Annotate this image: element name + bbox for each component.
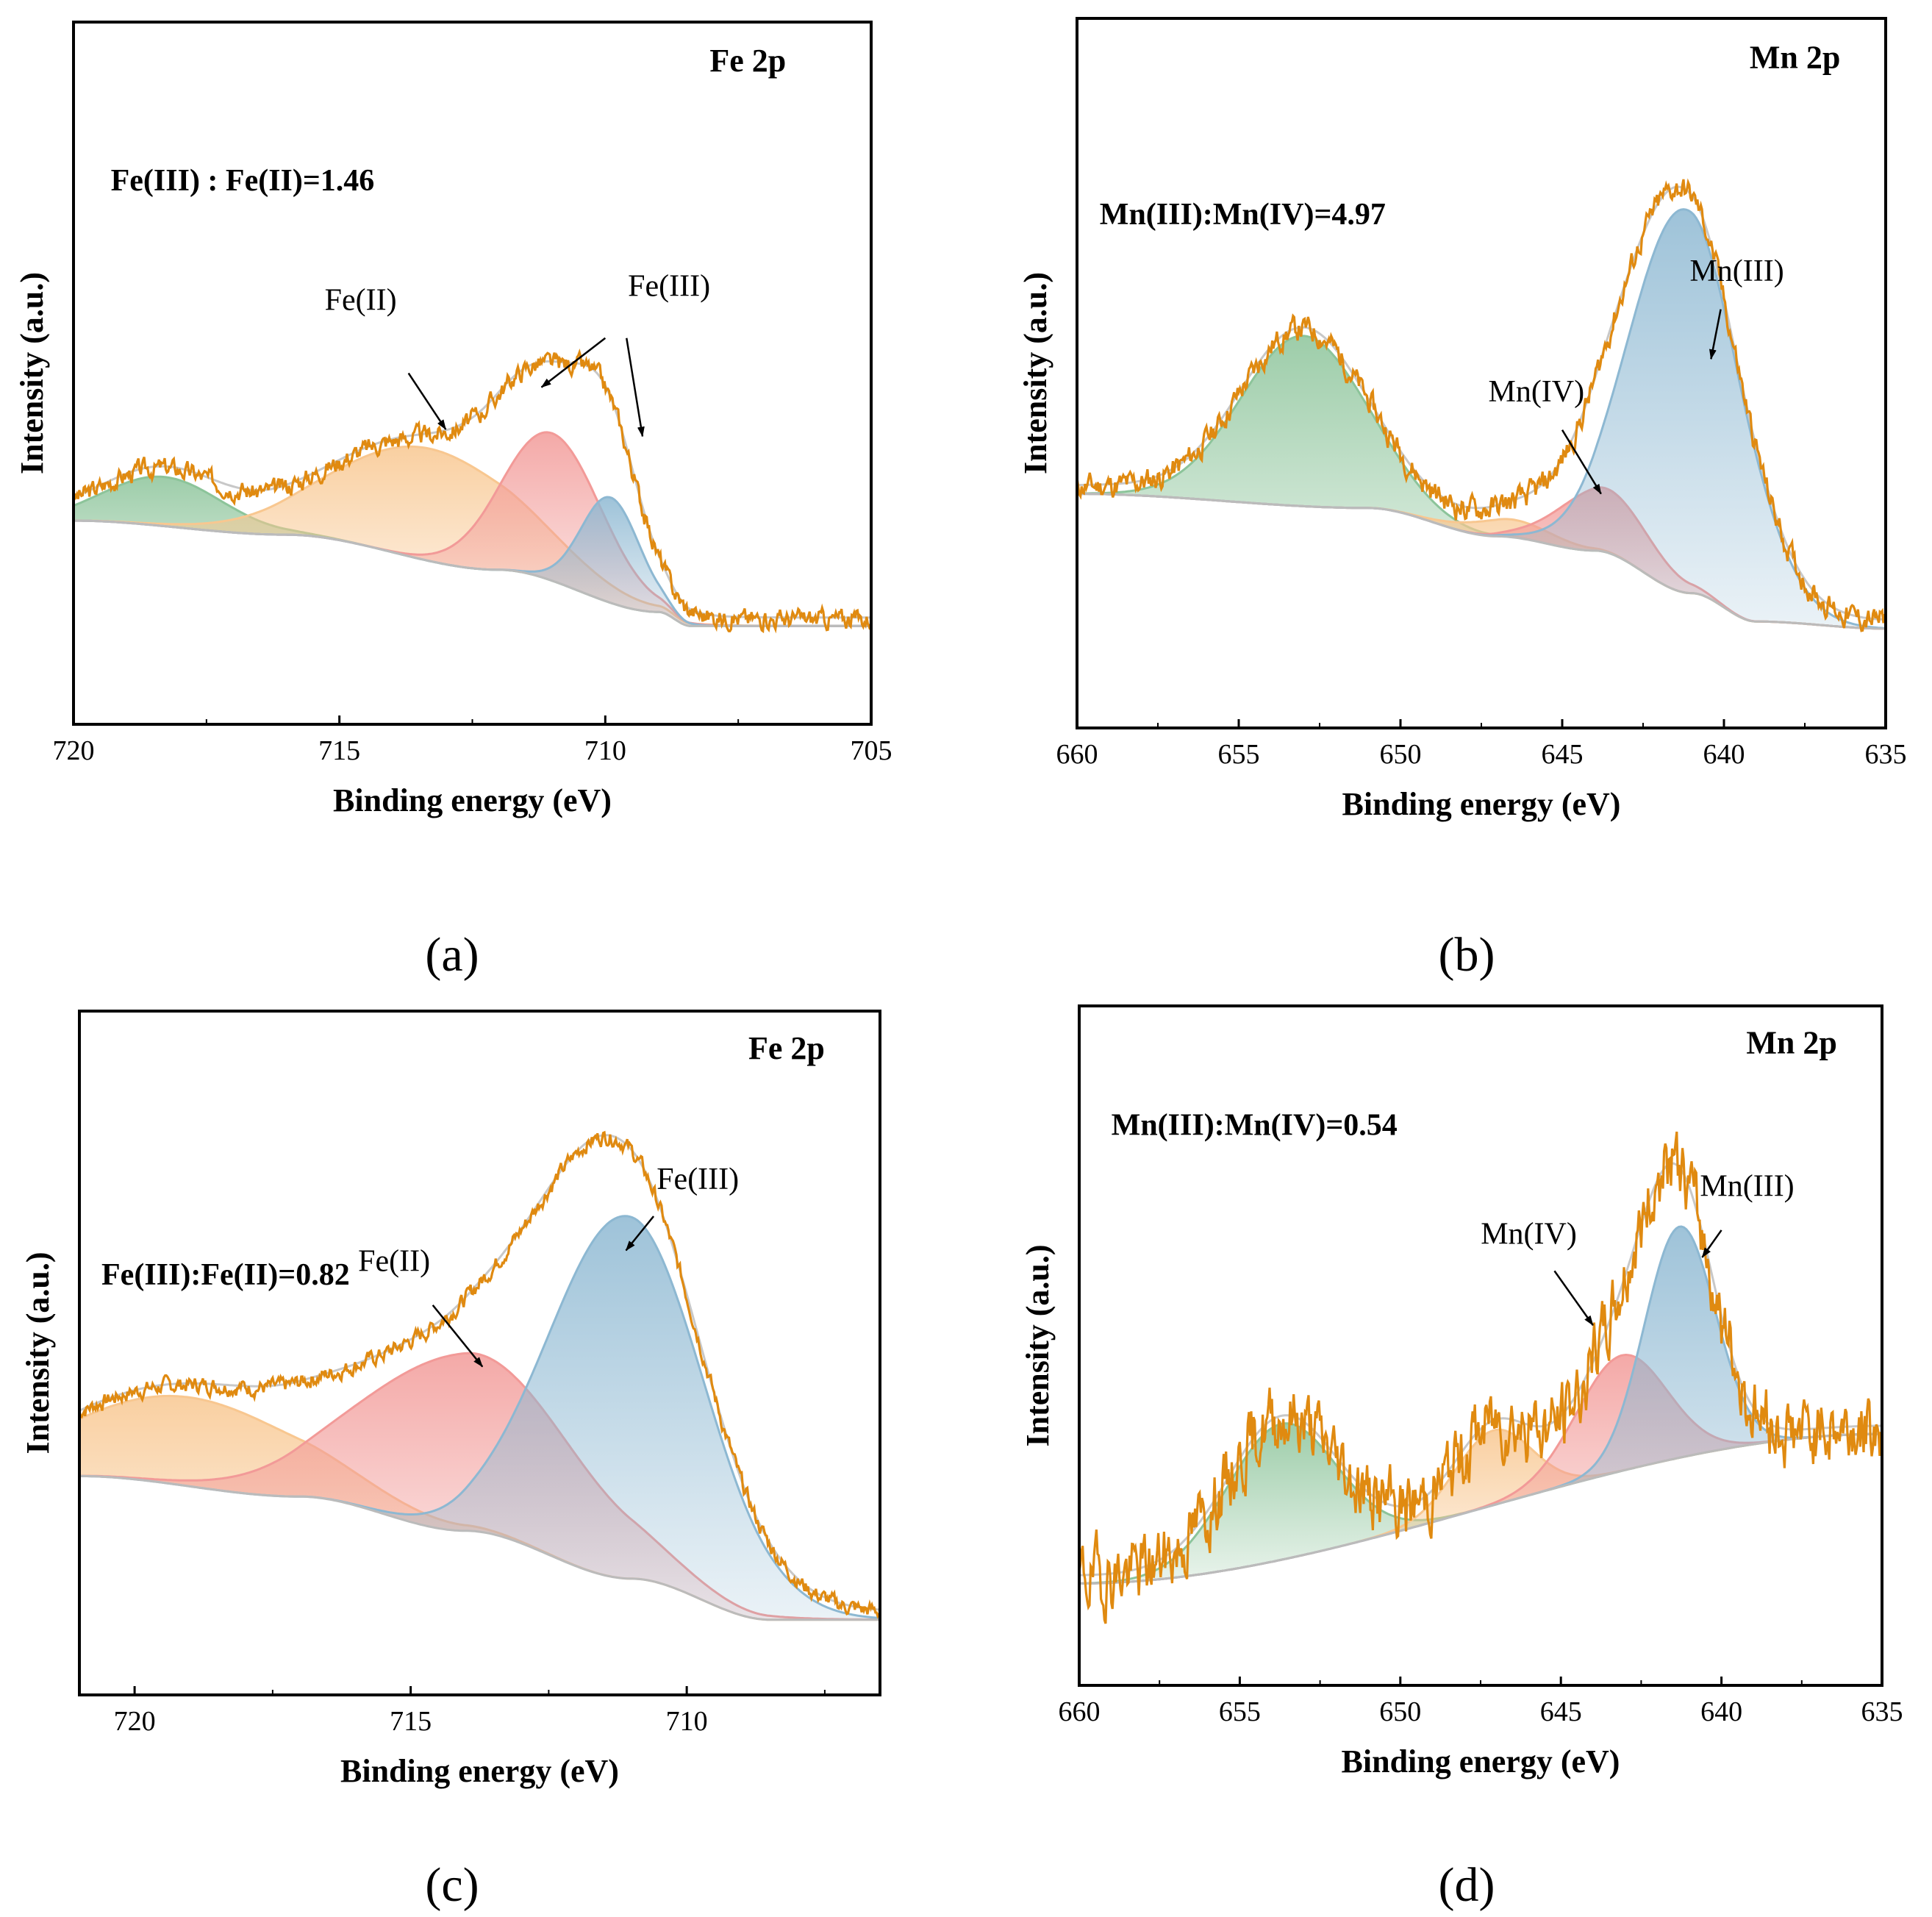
component-fill-green bbox=[74, 476, 871, 626]
peak-arrow bbox=[1701, 1229, 1722, 1258]
panel-title: Fe 2p bbox=[748, 1030, 825, 1066]
x-tick-label: 640 bbox=[1703, 739, 1745, 770]
plot-area bbox=[74, 348, 871, 634]
x-axis-title: Binding energy (eV) bbox=[1342, 786, 1621, 822]
plot-frame bbox=[78, 1010, 881, 1696]
x-tick-label: 710 bbox=[666, 1706, 708, 1737]
peak-label: Mn(IV) bbox=[1488, 375, 1584, 409]
ratio-annotation: Mn(III):Mn(IV)=0.54 bbox=[1112, 1109, 1398, 1143]
x-axis-title: Binding energy (eV) bbox=[333, 782, 612, 818]
x-tick-label: 715 bbox=[318, 735, 360, 766]
component-fill-orange bbox=[79, 1396, 880, 1620]
background-line bbox=[1079, 1432, 1882, 1585]
ratio-annotation: Fe(III):Fe(II)=0.82 bbox=[101, 1258, 350, 1292]
x-tick-label: 640 bbox=[1700, 1696, 1742, 1727]
peak-arrow bbox=[626, 338, 645, 438]
plot-area bbox=[1077, 178, 1886, 632]
raw-data-line bbox=[74, 348, 871, 634]
raw-data-line bbox=[1079, 1131, 1882, 1624]
component-fill-feiii bbox=[79, 1215, 880, 1620]
peak-label: Mn(IV) bbox=[1481, 1217, 1577, 1251]
y-axis-title: Intensity (a.u.) bbox=[1017, 272, 1053, 474]
peak-arrow bbox=[625, 1215, 655, 1252]
raw-data-line bbox=[1077, 178, 1886, 632]
component-fill-green bbox=[1077, 335, 1886, 629]
component-fill-orange bbox=[1079, 1429, 1882, 1584]
ratio-annotation: Fe(III) : Fe(II)=1.46 bbox=[111, 164, 375, 198]
chart-panel-4: 660 655 650 645 640 635 Binding energy (eV) Int… bbox=[1020, 1004, 1903, 1912]
panel-letter: (a) bbox=[425, 928, 479, 982]
x-tick-label: 645 bbox=[1542, 739, 1584, 770]
background-line bbox=[74, 519, 871, 627]
x-tick-label: 720 bbox=[53, 735, 95, 766]
background-line bbox=[1077, 493, 1886, 630]
peak-label: Fe(II) bbox=[358, 1244, 430, 1278]
peak-arrow bbox=[1553, 1270, 1594, 1327]
x-tick-label: 635 bbox=[1861, 1696, 1903, 1727]
chart-panel-3: 720 715 710 Binding energy (eV) Intensity (a… bbox=[20, 1010, 881, 1912]
peak-label: Mn(III) bbox=[1700, 1170, 1794, 1204]
raw-data-line bbox=[79, 1130, 880, 1619]
x-tick-label: 645 bbox=[1540, 1696, 1582, 1727]
x-tick-label: 660 bbox=[1059, 1696, 1101, 1727]
x-tick-label: 710 bbox=[584, 735, 626, 766]
y-axis-title: Intensity (a.u.) bbox=[14, 272, 50, 474]
panel-title: Mn 2p bbox=[1750, 40, 1840, 76]
x-axis-title: Binding energy (eV) bbox=[340, 1753, 619, 1789]
panel-letter: (b) bbox=[1439, 928, 1495, 982]
peak-arrow bbox=[1561, 429, 1602, 495]
panel-letter: (c) bbox=[425, 1858, 479, 1912]
peak-arrow bbox=[407, 372, 447, 430]
x-tick-label: 655 bbox=[1218, 739, 1260, 770]
plot-area bbox=[79, 1130, 880, 1621]
y-axis-title: Intensity (a.u.) bbox=[20, 1252, 56, 1454]
peak-arrow bbox=[432, 1304, 484, 1368]
panel-title: Mn 2p bbox=[1746, 1025, 1836, 1061]
plot-area bbox=[1079, 1131, 1882, 1624]
x-axis-title: Binding energy (eV) bbox=[1342, 1743, 1620, 1779]
chart-panel-1: 720 715 710 705 Binding energy (eV) Intensity… bbox=[14, 21, 892, 982]
peak-label: Mn(III) bbox=[1689, 254, 1783, 288]
y-axis-title: Intensity (a.u.) bbox=[1020, 1244, 1056, 1446]
peak-label: Fe(III) bbox=[628, 269, 710, 303]
ratio-annotation: Mn(III):Mn(IV)=4.97 bbox=[1100, 198, 1386, 232]
component-fill-mniii bbox=[1077, 209, 1886, 629]
background-line bbox=[79, 1474, 880, 1621]
peak-label: Fe(II) bbox=[325, 284, 397, 318]
x-tick-label: 650 bbox=[1380, 739, 1422, 770]
chart-panel-2: 660 655 650 645 640 635 Binding energy (eV) Int… bbox=[1017, 17, 1907, 982]
x-tick-label: 650 bbox=[1379, 1696, 1421, 1727]
peak-arrow bbox=[1709, 309, 1722, 360]
component-fill-mniii bbox=[1079, 1227, 1882, 1584]
x-tick-label: 635 bbox=[1865, 739, 1907, 770]
x-tick-label: 705 bbox=[851, 735, 892, 766]
peak-arrow bbox=[540, 337, 607, 388]
x-tick-label: 715 bbox=[390, 1706, 432, 1737]
peak-label: Fe(III) bbox=[656, 1163, 739, 1196]
panel-letter: (d) bbox=[1439, 1858, 1495, 1912]
panel-title: Fe 2p bbox=[709, 43, 786, 79]
component-fill-green bbox=[1079, 1423, 1882, 1584]
x-tick-label: 720 bbox=[114, 1706, 156, 1737]
x-tick-label: 660 bbox=[1056, 739, 1098, 770]
x-tick-label: 655 bbox=[1219, 1696, 1261, 1727]
